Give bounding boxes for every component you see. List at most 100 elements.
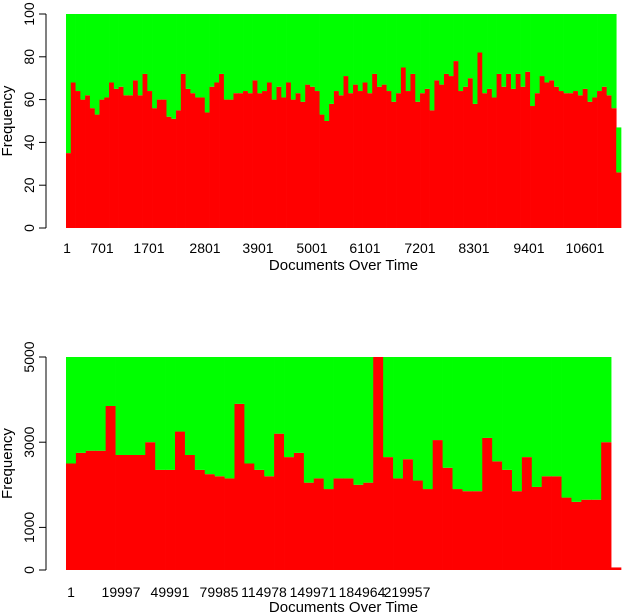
chart-top-bar-green-28 [199, 14, 206, 98]
chart-bottom-bar-green-9 [155, 357, 166, 470]
chart-bottom-bar-green-5 [115, 357, 126, 455]
chart-top-bar-green-108 [582, 14, 588, 89]
chart-top-bar-green-35 [233, 14, 239, 94]
chart-top-bar-red-8 [104, 97, 110, 229]
chart-top-bar-red-83 [463, 86, 469, 228]
chart-bottom: 0 1000 3000 5000 1 19997 49991 79985 114978 1499… [0, 341, 622, 614]
chart-top-bar-red-86 [477, 52, 483, 228]
chart-bottom-bar-red-45 [511, 491, 523, 570]
chart-top-bar-red-55 [329, 103, 335, 228]
chart-top-x-tick-label-7: 7201 [404, 240, 435, 256]
chart-bottom-y-tick-label-3: 5000 [21, 341, 37, 372]
chart-bottom-y-axis: 0 1000 3000 5000 [21, 341, 47, 574]
chart-bottom-bar-green-7 [135, 357, 146, 455]
chart-top-bar-red-106 [573, 91, 579, 228]
chart-bottom-bar-green-22 [284, 357, 295, 458]
chart-top-bar-green-63 [367, 14, 373, 94]
chart-top-bar-green-61 [357, 14, 363, 92]
chart-bottom-bar-red-30 [363, 482, 374, 570]
chart-top-bar-red-84 [467, 78, 474, 228]
chart-bottom-bar-red-35 [412, 480, 424, 570]
chart-top-x-tick-label-5: 5001 [296, 240, 327, 256]
chart-top-y-tick-label-0: 0 [21, 224, 37, 232]
chart-bottom-bar-red-47 [531, 486, 543, 570]
chart-bottom-bar-green-15 [214, 357, 225, 477]
chart-top-bar-green-12 [123, 14, 129, 96]
chart-top-bar-red-49 [300, 101, 306, 228]
chart-top-bar-green-82 [458, 14, 464, 92]
chart-top-bar-green-81 [453, 14, 459, 62]
chart-top-bar-green-2 [75, 14, 81, 92]
chart-top-bar-green-58 [343, 14, 349, 77]
chart-top-bar-red-22 [171, 118, 177, 228]
chart-bottom-bar-green-24 [303, 357, 315, 483]
chart-top-bar-red-20 [161, 99, 167, 228]
chart-bottom-x-tick-label-6: 184964 [339, 584, 386, 600]
chart-top-bar-green-44 [276, 14, 282, 87]
chart-top-y-tick-label-5: 100 [21, 2, 37, 26]
chart-bottom-bar-red-28 [343, 478, 354, 570]
chart-bottom-bar-red-39 [452, 489, 463, 570]
chart-top-bar-green-21 [166, 14, 172, 117]
chart-top-bar-red-91 [501, 86, 507, 228]
chart-bottom-bar-red-21 [274, 433, 285, 570]
chart-bottom-bar-green-8 [145, 357, 156, 443]
chart-bottom-bar-green-10 [165, 357, 176, 470]
chart-top-bar-red-12 [123, 95, 129, 228]
chart-bottom-bar-green-12 [184, 357, 196, 455]
chart-top-bar-green-65 [376, 14, 383, 87]
chart-top-bar-red-77 [434, 80, 440, 228]
chart-top-bar-green-39 [252, 14, 258, 81]
chart-top-bar-green-107 [577, 14, 584, 96]
chart-top-bar-red-4 [85, 95, 91, 228]
chart-bottom-bar-red-42 [482, 437, 493, 570]
chart-top-bar-green-18 [152, 14, 158, 109]
chart-top-bar-red-60 [353, 84, 359, 229]
chart-top-bar-red-82 [458, 91, 464, 228]
chart-top-bar-red-59 [348, 93, 354, 229]
chart-top-bar-green-94 [515, 14, 521, 74]
chart-bottom-bar-green-32 [383, 357, 394, 458]
chart-top-bar-red-111 [597, 91, 603, 228]
chart-bottom-bar-red-43 [492, 461, 503, 570]
chart-bottom-y-tick-label-1: 1000 [21, 512, 37, 543]
chart-top-bar-green-57 [338, 14, 344, 96]
chart-bottom-bar-red-9 [155, 469, 166, 570]
chart-top-bar-green-78 [439, 14, 445, 85]
chart-bottom-bar-red-8 [145, 442, 156, 570]
chart-top-bar-red-2 [75, 91, 81, 228]
chart-top-bar-red-73 [415, 101, 421, 228]
chart-bottom-bar-red-22 [284, 457, 295, 570]
chart-top-bar-green-110 [592, 14, 598, 98]
chart-top-x-tick-label-1: 701 [90, 240, 114, 256]
chart-bottom-bar-red-48 [541, 476, 552, 570]
chart-bottom-bar-green-37 [432, 357, 443, 441]
chart-bottom-bar-green-42 [482, 357, 493, 438]
chart-bottom-x-axis-title: Documents Over Time [269, 599, 418, 614]
chart-top-y-tick-label-4: 80 [21, 49, 37, 65]
chart-top-bar-green-68 [391, 14, 397, 102]
chart-top-bar-red-0 [66, 153, 72, 228]
chart-top-bar-red-7 [99, 99, 105, 228]
chart-top-bar-red-14 [132, 80, 139, 228]
chart-top-bar-green-103 [558, 14, 564, 92]
chart-bottom-bar-red-14 [204, 474, 216, 570]
chart-top-bar-green-73 [415, 14, 421, 102]
chart-top-bar-red-26 [190, 93, 196, 229]
chart-top-bar-red-109 [587, 101, 593, 228]
chart-top-bar-red-33 [223, 99, 230, 228]
chart-top-bar-green-96 [525, 14, 531, 72]
chart-top-bar-red-65 [376, 86, 383, 228]
chart-top-bar-green-32 [219, 14, 225, 74]
chart-top-bar-red-31 [214, 82, 220, 228]
chart-top-x-ticks: 1 701 1701 2801 3901 5001 6101 7201 8301 9401 1060… [63, 240, 605, 256]
chart-top-y-tick-label-3: 60 [21, 92, 37, 108]
chart-top-bar-red-47 [290, 99, 296, 228]
chart-top-bar-green-38 [247, 14, 253, 94]
chart-top-bar-red-81 [453, 61, 459, 228]
chart-top-bar-red-9 [109, 82, 115, 228]
chart-bottom-x-tick-label-0: 1 [67, 584, 75, 600]
chart-top-bar-red-53 [319, 114, 325, 228]
chart-top-bar-red-27 [195, 97, 201, 229]
chart-top-bar-green-89 [491, 14, 497, 98]
